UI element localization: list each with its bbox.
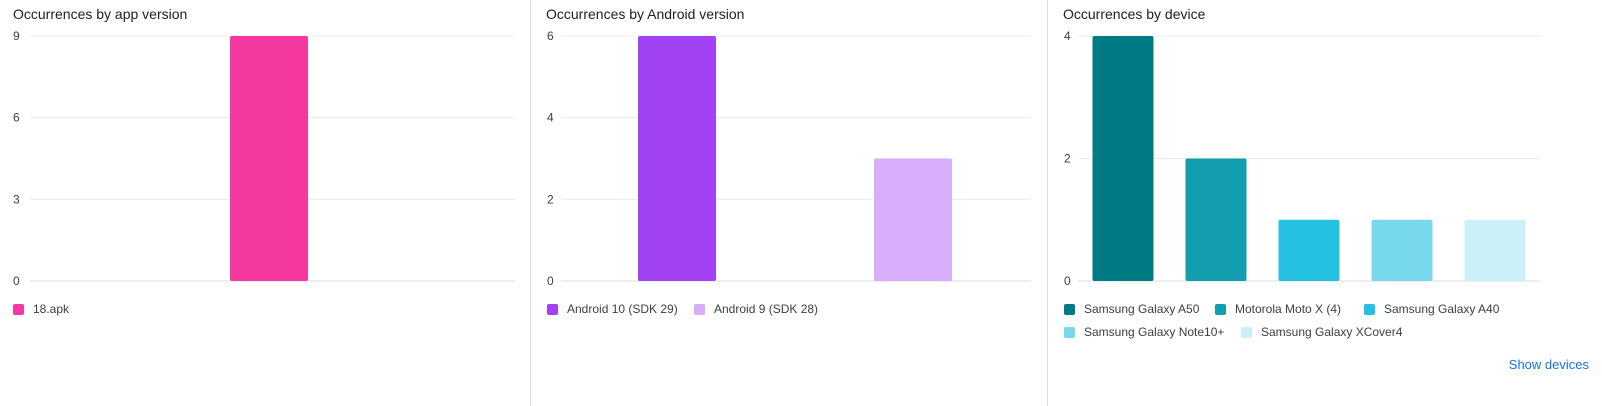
y-tick-label: 0 [1064, 274, 1071, 288]
device-chart: 0 2 4 [1064, 29, 1541, 288]
y-tick-label: 4 [547, 111, 554, 125]
legend-label: 18.apk [33, 302, 70, 316]
show-devices-link[interactable]: Show devices [1508, 357, 1589, 372]
y-tick-label: 9 [13, 29, 20, 43]
legend-label: Samsung Galaxy XCover4 [1261, 325, 1403, 339]
android-version-panel: Occurrences by Android version 0 2 4 6 Andr… [530, 0, 1048, 406]
app-version-panel: Occurrences by app version 0 3 6 9 18.apk [0, 0, 530, 406]
device-title: Occurrences by device [1063, 6, 1206, 22]
y-tick-label: 4 [1064, 29, 1071, 43]
legend-item[interactable]: Motorola Moto X (4) [1215, 302, 1341, 316]
legend-label: Android 10 (SDK 29) [567, 302, 678, 316]
legend-swatch [13, 303, 24, 315]
bar-5[interactable] [1464, 219, 1526, 281]
y-tick-label: 0 [13, 274, 20, 288]
y-tick-label: 3 [13, 192, 20, 206]
y-tick-label: 6 [547, 29, 554, 43]
bar-2[interactable] [874, 158, 952, 282]
device-panel: Occurrences by device 0 2 4 Samsung Galaxy… [1047, 0, 1602, 406]
legend-swatch [1064, 303, 1075, 315]
legend-item[interactable]: Samsung Galaxy A50 [1064, 302, 1199, 316]
legend-label: Samsung Galaxy A50 [1084, 302, 1200, 316]
app-version-title: Occurrences by app version [13, 6, 188, 22]
bar-4[interactable] [1371, 219, 1433, 281]
legend-label: Samsung Galaxy Note10+ [1084, 325, 1225, 339]
bar-2[interactable] [1185, 158, 1247, 282]
y-tick-label: 0 [547, 274, 554, 288]
android-version-chart: 0 2 4 6 [547, 29, 1031, 288]
legend-swatch [694, 303, 705, 315]
legend-label: Android 9 (SDK 28) [714, 302, 819, 316]
legend-label: Samsung Galaxy A40 [1384, 302, 1500, 316]
bar-1[interactable] [1092, 36, 1154, 281]
legend-swatch [1241, 326, 1252, 338]
y-tick-label: 2 [1064, 152, 1071, 166]
legend-item[interactable]: Android 9 (SDK 28) [694, 302, 818, 316]
legend-item[interactable]: 18.apk [13, 302, 69, 316]
bar-1[interactable] [230, 36, 308, 281]
app-version-chart: 0 3 6 9 [13, 29, 515, 288]
legend-item[interactable]: Samsung Galaxy Note10+ [1064, 325, 1224, 339]
legend-label: Motorola Moto X (4) [1235, 302, 1342, 316]
legend-item[interactable]: Samsung Galaxy A40 [1364, 302, 1499, 316]
bar-3[interactable] [1278, 219, 1340, 281]
bar-1[interactable] [638, 36, 716, 281]
android-version-title: Occurrences by Android version [546, 6, 745, 22]
y-tick-label: 6 [13, 111, 20, 125]
legend-item[interactable]: Samsung Galaxy XCover4 [1241, 325, 1402, 339]
legend-swatch [547, 303, 558, 315]
legend-swatch [1215, 303, 1226, 315]
legend-item[interactable]: Android 10 (SDK 29) [547, 302, 678, 316]
legend-swatch [1364, 303, 1375, 315]
y-tick-label: 2 [547, 192, 554, 206]
legend-swatch [1064, 326, 1075, 338]
